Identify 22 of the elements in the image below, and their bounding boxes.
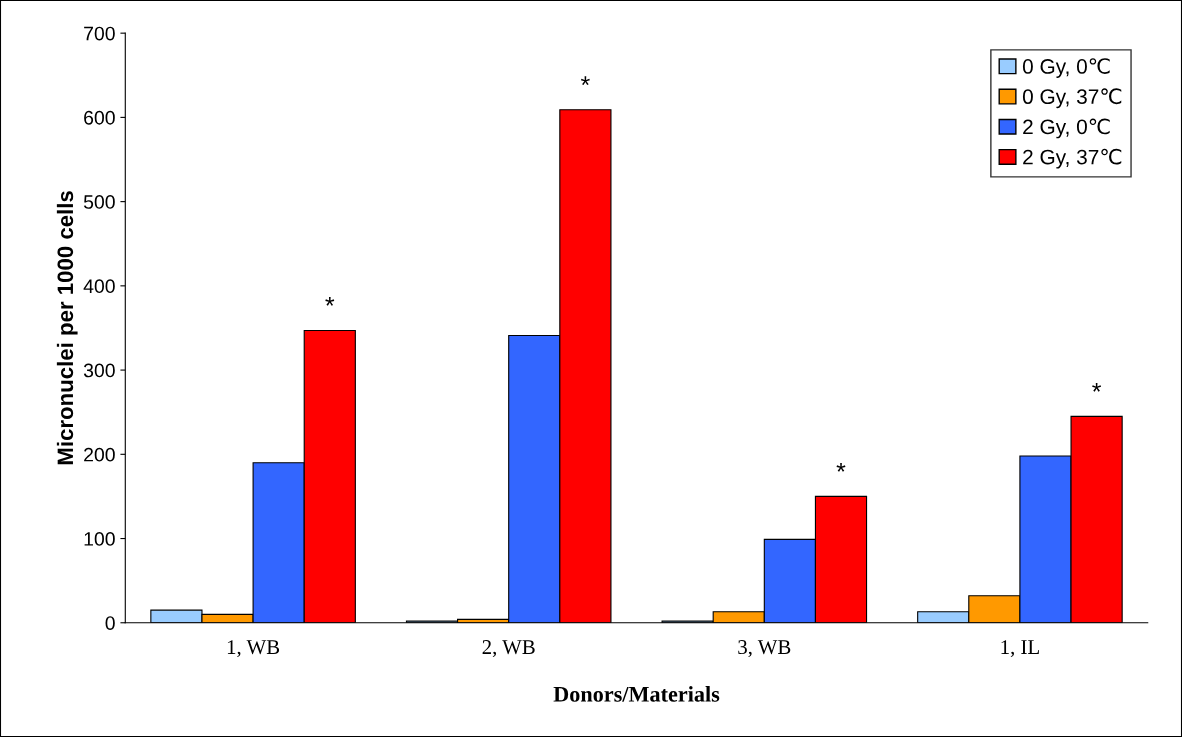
- x-tick-label: 3, WB: [738, 640, 791, 658]
- annotation: *: [1092, 382, 1102, 392]
- x-tick-label: 1, WB: [227, 640, 280, 658]
- annotation: *: [580, 76, 590, 86]
- legend-label: 0 Gy, 37℃: [1022, 88, 1122, 109]
- legend-label: 2 Gy, 37℃: [1023, 148, 1122, 169]
- y-tick-label: 400: [83, 279, 115, 294]
- annotation: *: [836, 462, 846, 472]
- y-tick-label: 600: [84, 110, 115, 125]
- annotation: *: [325, 296, 335, 306]
- legend-label: 2 Gy, 0℃: [1023, 118, 1110, 139]
- y-tick-label: 700: [84, 26, 115, 41]
- x-tick-label: 2, WB: [482, 640, 535, 658]
- y-axis-title: Micronuclei per 1000 cells: [56, 191, 78, 465]
- y-tick-label: 0: [105, 616, 115, 630]
- y-tick-label: 100: [84, 532, 115, 546]
- y-tick-label: 200: [84, 447, 115, 462]
- y-tick-label: 500: [83, 195, 115, 209]
- x-tick-label: 1, IL: [1001, 640, 1039, 658]
- legend-label: 0 Gy, 0℃: [1022, 58, 1110, 78]
- y-tick-label: 300: [83, 363, 115, 378]
- x-axis-title: Donors/Materials: [553, 686, 720, 702]
